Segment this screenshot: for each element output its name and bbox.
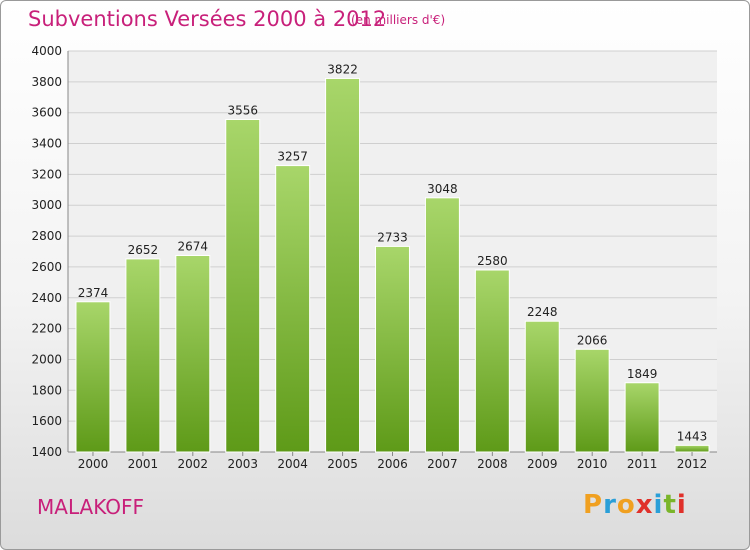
bar-value-label: 2066 (577, 333, 608, 347)
y-tick-label: 2400 (31, 291, 62, 305)
bar-value-label: 2733 (377, 230, 408, 244)
proxiti-logo[interactable]: Proxiti (583, 490, 687, 520)
y-tick-label: 1800 (31, 383, 62, 397)
bar (125, 258, 161, 453)
chart-subtitle: (en milliers d'€) (351, 13, 446, 27)
bar-value-label: 1849 (627, 367, 658, 381)
logo-letter: t (663, 490, 677, 520)
y-tick-label: 4000 (31, 44, 62, 58)
x-tick-label: 2007 (427, 457, 458, 471)
x-tick-label: 2000 (78, 457, 109, 471)
x-tick-label: 2003 (227, 457, 258, 471)
bar (275, 165, 311, 453)
bar-value-label: 2374 (78, 286, 109, 300)
bar (574, 348, 610, 453)
bar (175, 255, 211, 453)
y-tick-label: 3200 (31, 167, 62, 181)
x-tick-label: 2011 (627, 457, 658, 471)
bar (674, 444, 710, 453)
y-tick-label: 2600 (31, 260, 62, 274)
bar-value-label: 2580 (477, 254, 508, 268)
logo-letter: i (676, 490, 687, 520)
bar-value-label: 3822 (327, 62, 358, 76)
bar (375, 245, 410, 453)
bar (424, 197, 460, 453)
y-tick-label: 3400 (31, 137, 62, 151)
logo-letter: o (616, 490, 636, 520)
bar-value-label: 3556 (227, 103, 258, 117)
y-tick-label: 1600 (31, 414, 62, 428)
bar-value-label: 3257 (277, 150, 308, 164)
x-tick-label: 2008 (477, 457, 508, 471)
logo-letter: x (635, 490, 654, 520)
bar (75, 301, 111, 453)
bar-value-label: 2248 (527, 305, 558, 319)
y-tick-label: 3800 (31, 75, 62, 89)
logo-letter: i (653, 490, 664, 520)
bar-value-label: 2652 (128, 243, 159, 257)
x-tick-label: 2006 (377, 457, 408, 471)
chart-title: Subventions Versées 2000 à 2012 (28, 7, 387, 31)
logo-letter: P (583, 490, 604, 520)
x-tick-label: 2009 (527, 457, 558, 471)
bar (325, 77, 361, 453)
logo-letter: r (603, 490, 617, 520)
bar (474, 269, 510, 453)
y-tick-label: 3600 (31, 106, 62, 120)
bar-value-label: 3048 (427, 182, 458, 196)
y-tick-label: 1400 (31, 445, 62, 459)
y-tick-label: 2200 (31, 322, 62, 336)
x-tick-label: 2012 (677, 457, 708, 471)
y-tick-label: 3000 (31, 198, 62, 212)
bar-value-label: 2674 (178, 240, 209, 254)
y-tick-label: 2000 (31, 352, 62, 366)
x-tick-label: 2010 (577, 457, 608, 471)
bar (225, 118, 261, 453)
x-tick-label: 2001 (128, 457, 159, 471)
bar-value-label: 1443 (677, 429, 708, 443)
x-tick-label: 2004 (277, 457, 308, 471)
bar (624, 382, 660, 453)
x-tick-label: 2002 (178, 457, 209, 471)
bar (524, 320, 560, 453)
y-tick-label: 2800 (31, 229, 62, 243)
x-tick-label: 2005 (327, 457, 358, 471)
city-name: MALAKOFF (37, 495, 144, 519)
